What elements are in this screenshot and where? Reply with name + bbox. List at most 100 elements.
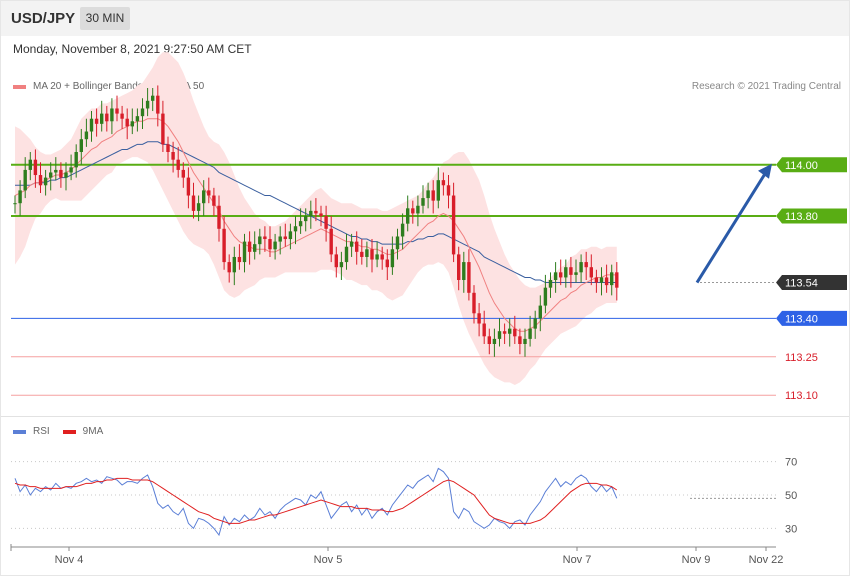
- candle-body: [462, 262, 466, 280]
- candle-body: [242, 241, 247, 263]
- candle-body: [411, 208, 415, 214]
- currency-pair: USD/JPY: [11, 10, 76, 27]
- level-label-113-10: 113.10: [785, 390, 818, 402]
- candle-body: [553, 272, 558, 280]
- candle-body: [334, 254, 338, 268]
- candle-body: [513, 328, 517, 337]
- legend-item-ma20: MA 20 + Bollinger Bands: [13, 81, 143, 92]
- candle-body: [319, 213, 323, 216]
- candle-body: [385, 259, 389, 268]
- legend-swatch-9ma: [62, 429, 76, 434]
- level-label-113-25: 113.25: [785, 352, 818, 364]
- forecast-arrow-head: [758, 163, 772, 179]
- candle-body: [375, 254, 379, 260]
- candle-body: [467, 262, 471, 293]
- candle-body: [584, 262, 588, 268]
- candle-body: [79, 139, 83, 152]
- candle-body: [487, 336, 491, 344]
- candle-body: [324, 216, 328, 229]
- candle-body: [207, 190, 211, 196]
- candle-body: [543, 287, 548, 306]
- rsi-legend: RSI 9MA: [13, 426, 116, 437]
- candle-body: [304, 216, 308, 222]
- legend-label-rsi: RSI: [33, 426, 50, 437]
- candle-body: [416, 205, 420, 214]
- panel-divider: [0, 416, 850, 417]
- candle-body: [237, 256, 242, 263]
- candle-body: [135, 116, 140, 122]
- x-tick-label: Nov 4: [55, 554, 84, 566]
- candle-body: [349, 241, 354, 247]
- candle-body: [518, 336, 522, 344]
- candle-body: [140, 108, 145, 117]
- candle-body: [171, 152, 175, 160]
- candle-body: [232, 256, 236, 273]
- candle-body: [278, 236, 282, 242]
- candle-body: [441, 180, 446, 186]
- candle-body: [43, 177, 48, 186]
- candle-body: [125, 118, 129, 127]
- rsi-tick-30: 30: [785, 523, 797, 535]
- candle-body: [161, 113, 165, 145]
- candle-body: [406, 208, 410, 224]
- candle-body: [599, 277, 604, 283]
- candle-body: [64, 172, 68, 178]
- candle-body: [370, 249, 374, 260]
- candle-body: [253, 244, 257, 252]
- candle-body: [390, 249, 395, 268]
- candle-body: [574, 272, 578, 275]
- candle-body: [74, 152, 78, 168]
- candle-body: [523, 338, 527, 344]
- candle-body: [273, 241, 277, 250]
- candle-body: [457, 254, 461, 280]
- candle-body: [431, 190, 435, 201]
- candle-body: [28, 159, 32, 170]
- candle-body: [49, 172, 53, 178]
- x-tick-label: Nov 7: [563, 554, 592, 566]
- candle-body: [196, 203, 201, 211]
- candle-body: [395, 236, 400, 250]
- candle-body: [365, 249, 369, 257]
- candle-body: [594, 277, 599, 283]
- candle-body: [227, 262, 231, 273]
- candle-body: [472, 292, 476, 314]
- candle-body: [446, 185, 451, 196]
- candle-body: [610, 272, 614, 286]
- candle-body: [360, 251, 364, 257]
- candle-body: [451, 195, 456, 255]
- candle-body: [298, 221, 303, 227]
- candle-body: [212, 195, 216, 206]
- level-label-113-40: 113.40: [785, 313, 818, 325]
- candle-body: [59, 169, 63, 178]
- candle-body: [166, 144, 170, 152]
- candle-body: [23, 169, 27, 191]
- candle-body: [13, 203, 17, 205]
- legend-label-ma20: MA 20 + Bollinger Bands: [33, 81, 143, 92]
- copyright-notice: Research © 2021 Trading Central: [691, 81, 841, 92]
- candle-body: [569, 267, 573, 275]
- candle-body: [156, 95, 160, 114]
- candle-body: [604, 277, 609, 286]
- candle-body: [309, 210, 313, 216]
- candle-body: [33, 159, 38, 176]
- candle-body: [181, 169, 185, 178]
- candle-body: [176, 159, 180, 170]
- legend-label-9ma: 9MA: [82, 426, 104, 437]
- rsi-tick-70: 70: [785, 457, 797, 469]
- timeframe-badge[interactable]: 30 MIN: [80, 7, 130, 30]
- x-tick-label: Nov 22: [749, 554, 784, 566]
- candle-body: [89, 118, 94, 132]
- candle-body: [339, 262, 344, 268]
- legend-swatch-ma20: [13, 84, 26, 89]
- level-label-114-00: 114.00: [785, 160, 818, 172]
- candle-body: [145, 100, 150, 109]
- candle-body: [426, 190, 430, 199]
- level-label-113-40-bg: [776, 310, 847, 326]
- rsi-9ma-line: [14, 477, 618, 524]
- level-label-113-54: 113.54: [785, 278, 818, 290]
- candle-body: [263, 236, 267, 240]
- legend-swatch-rsi: [13, 429, 26, 434]
- candle-body: [380, 254, 384, 260]
- candle-body: [217, 205, 221, 229]
